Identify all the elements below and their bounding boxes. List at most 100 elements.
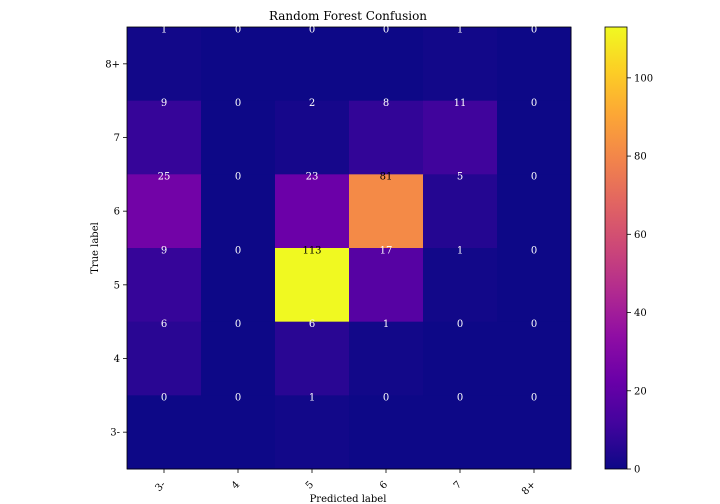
heatmap-cell [497, 248, 572, 323]
heatmap-cell [349, 321, 424, 396]
cell-value-label: 0 [235, 319, 241, 330]
cell-value-label: 0 [309, 24, 315, 35]
cell-value-label: 0 [531, 245, 537, 256]
colorbar-tick-label: 0 [634, 465, 640, 476]
heatmap-cell [127, 321, 202, 396]
cell-value-label: 0 [531, 24, 537, 35]
cell-value-label: 6 [309, 319, 315, 330]
cell-value-label: 17 [380, 245, 393, 256]
heatmap-cell [127, 174, 202, 249]
heatmap-cell [201, 395, 276, 470]
heatmap-cell [423, 174, 498, 249]
cell-value-label: 11 [454, 98, 467, 109]
cell-value-label: 0 [531, 393, 537, 404]
heatmap-cell [275, 27, 350, 102]
heatmap-cell-labels: 1 0 0 0 1 0 9 0 2 8 11 0 25 0 23 81 5 0 9 0 113 17 1 0 6 0 6 1 0 0 0 0 1… [158, 24, 538, 403]
cell-value-label: 0 [457, 319, 463, 330]
cell-value-label: 0 [235, 24, 241, 35]
heatmap-cell [423, 248, 498, 323]
colorbar [604, 26, 628, 470]
cell-value-label: 1 [161, 24, 167, 35]
heatmap-cell [201, 321, 276, 396]
cell-value-label: 0 [531, 98, 537, 109]
y-tick-label: 3- [110, 428, 120, 439]
heatmap-cell [349, 395, 424, 470]
cell-value-label: 0 [383, 24, 389, 35]
y-tick-label: 7 [114, 133, 120, 144]
cell-value-label: 113 [302, 245, 321, 256]
colorbar-tick-label: 80 [634, 152, 647, 163]
heatmap-cell [127, 100, 202, 175]
cell-value-label: 1 [383, 319, 389, 330]
heatmap-cell [423, 395, 498, 470]
cell-value-label: 1 [309, 393, 315, 404]
chart-title: Random Forest Confusion [269, 9, 427, 23]
cell-value-label: 0 [235, 98, 241, 109]
x-axis-label: Predicted label [310, 494, 387, 504]
cell-value-label: 9 [161, 245, 167, 256]
heatmap-cell [349, 174, 424, 249]
heatmap-cell [497, 27, 572, 102]
cell-value-label: 0 [457, 393, 463, 404]
heatmap-cell [423, 27, 498, 102]
x-tick-label: 7 [452, 479, 464, 491]
cell-value-label: 8 [383, 98, 389, 109]
cell-value-label: 0 [531, 319, 537, 330]
cell-value-label: 1 [457, 24, 463, 35]
heatmap-cell [497, 100, 572, 175]
x-tick-label: 3- [153, 479, 168, 494]
heatmap-cell [423, 100, 498, 175]
y-axis-label: True label [90, 222, 101, 274]
cell-value-label: 0 [235, 245, 241, 256]
colorbar-tick-label: 20 [634, 386, 647, 397]
cell-value-label: 0 [235, 393, 241, 404]
heatmap-cell [127, 248, 202, 323]
heatmap-cell [127, 395, 202, 470]
heatmap-cell [201, 174, 276, 249]
heatmap-cell [497, 395, 572, 470]
cell-value-label: 23 [306, 172, 319, 183]
y-tick-label: 5 [114, 280, 120, 291]
heatmap-cell [349, 248, 424, 323]
cell-value-label: 0 [235, 172, 241, 183]
colorbar-tick-label: 40 [634, 308, 647, 319]
cell-value-label: 0 [161, 393, 167, 404]
cell-value-label: 6 [161, 319, 167, 330]
y-tick-label: 8+ [105, 59, 120, 70]
cell-value-label: 0 [383, 393, 389, 404]
cell-value-label: 0 [531, 172, 537, 183]
heatmap-cell [127, 27, 202, 102]
cell-value-label: 2 [309, 98, 315, 109]
heatmap-cell [497, 321, 572, 396]
y-tick-label: 4 [114, 354, 120, 365]
x-tick-label: 5 [304, 479, 316, 491]
x-tick-label: 6 [378, 479, 390, 491]
plot-frame [126, 26, 572, 470]
cell-value-label: 81 [380, 172, 393, 183]
heatmap-cell [201, 27, 276, 102]
cell-value-label: 5 [457, 172, 463, 183]
y-tick-label: 6 [114, 207, 120, 218]
heatmap-cell [497, 174, 572, 249]
heatmap-cell [275, 248, 350, 323]
colorbar-ticks: 0 20 40 60 80 100 [627, 73, 653, 476]
heatmap-cell [275, 174, 350, 249]
cell-value-label: 25 [158, 172, 171, 183]
heatmap-cell [275, 395, 350, 470]
cell-value-label: 9 [161, 98, 167, 109]
y-axis-ticks: 8+ 7 6 5 4 3- [105, 59, 127, 439]
x-tick-label: 8+ [520, 479, 538, 497]
heatmap-cell [349, 100, 424, 175]
heatmap-cell [423, 321, 498, 396]
heatmap-cells [126, 26, 572, 470]
colorbar-tick-label: 60 [634, 230, 647, 241]
heatmap-cell [201, 248, 276, 323]
colorbar-tick-label: 100 [634, 73, 653, 84]
heatmap-cell [275, 100, 350, 175]
heatmap-cell [275, 321, 350, 396]
heatmap-cell [201, 100, 276, 175]
heatmap-cell [349, 27, 424, 102]
cell-value-label: 1 [457, 245, 463, 256]
x-tick-label: 4 [230, 479, 242, 491]
